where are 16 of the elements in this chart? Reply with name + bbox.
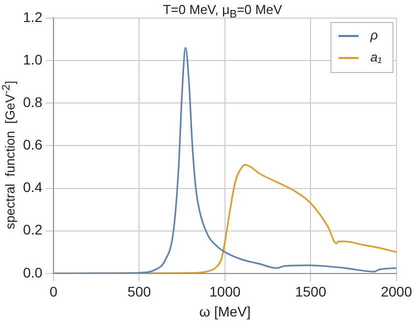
x-tick-label: 2000 [380, 284, 412, 300]
y-tick-label: 1.2 [22, 8, 43, 25]
x-tick-label: 0 [50, 284, 58, 300]
y-tick-label: 0.4 [22, 179, 43, 196]
x-axis-title: ω [MeV] [199, 303, 251, 320]
x-tick-label: 1000 [209, 284, 241, 300]
y-tick-label: 1.0 [22, 51, 43, 68]
y-tick-label: 0.0 [22, 264, 43, 280]
legend-label: a₁ [370, 50, 382, 65]
chart-title: T=0 MeV, μ$_{B}$=0 MeV [162, 2, 284, 21]
x-tick-label: 500 [128, 284, 152, 300]
y-tick-label: 0.6 [22, 136, 43, 153]
legend-label: ρ [369, 28, 378, 43]
x-tick-label: 1500 [295, 284, 326, 300]
y-tick-label: 0.2 [22, 222, 43, 238]
y-tick-label: 0.8 [22, 94, 43, 110]
